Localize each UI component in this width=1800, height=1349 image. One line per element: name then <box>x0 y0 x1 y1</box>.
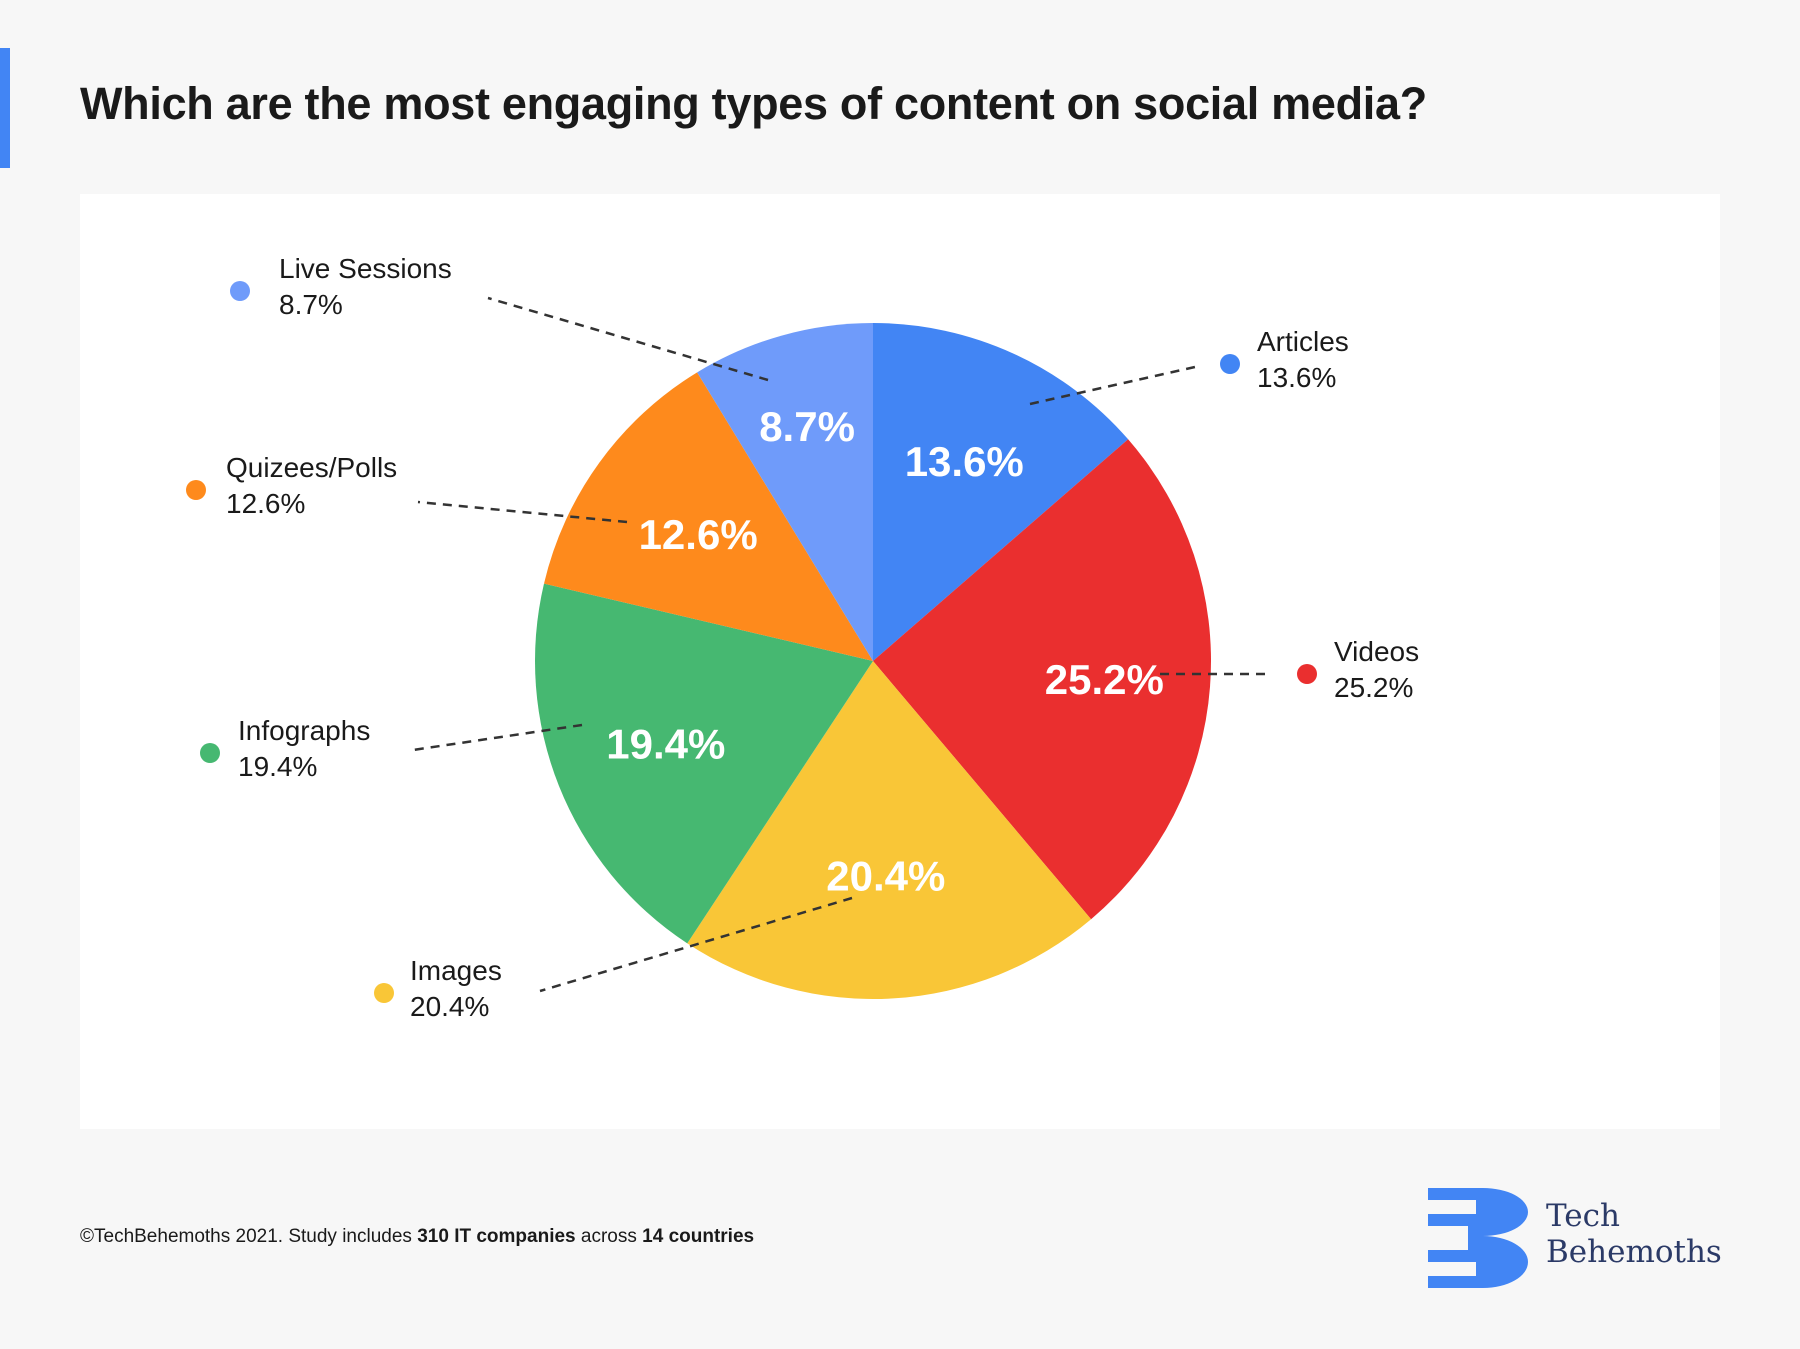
footer-countries: 14 countries <box>642 1226 755 1247</box>
slice-value-label-live-sessions: 8.7% <box>759 403 855 450</box>
page-title: Which are the most engaging types of con… <box>80 78 1427 129</box>
chart-card: 13.6% 25.2% 20.4% 19.4% 12.6% 8.7% Articles 13.… <box>80 194 1720 1129</box>
logo-line-1: Tech <box>1546 1198 1620 1234</box>
legend-label-quizees-polls: Quizees/Polls <box>226 452 397 483</box>
legend-value-quizees-polls: 12.6% <box>226 488 305 519</box>
legend-value-images: 20.4% <box>410 991 489 1022</box>
slice-value-label-infographs: 19.4% <box>606 720 725 767</box>
footer-prefix: ©TechBehemoths 2021. Study includes <box>80 1226 418 1247</box>
leader-line-infographs <box>412 723 583 752</box>
footer-middle: across <box>575 1226 643 1247</box>
pie-slice-live-sessions <box>697 323 873 661</box>
legend-label-videos: Videos <box>1334 636 1419 667</box>
pie-chart: 13.6% 25.2% 20.4% 19.4% 12.6% 8.7% Articles 13.… <box>186 253 1419 1022</box>
legend-label-images: Images <box>410 955 502 986</box>
logo: Tech Behemoths <box>1428 1188 1728 1288</box>
leader-line-quizees-polls <box>417 500 628 524</box>
leader-line-live-sessions <box>487 296 769 382</box>
footer-companies: 310 IT companies <box>417 1226 576 1247</box>
legend-value-videos: 25.2% <box>1334 672 1413 703</box>
logo-icon <box>1428 1188 1528 1288</box>
legend-label-live-sessions: Live Sessions <box>279 253 452 284</box>
slice-value-label-quizees-polls: 12.6% <box>639 511 758 558</box>
legend-value-infographs: 19.4% <box>238 751 317 782</box>
pie-slice-videos <box>873 439 1211 920</box>
legend-dot-infographs <box>200 743 220 763</box>
legend-dot-videos <box>1297 664 1317 684</box>
slice-value-label-images: 20.4% <box>826 853 945 900</box>
leader-line-articles <box>1029 365 1196 406</box>
legend-dot-images <box>374 983 394 1003</box>
pie-slice-infographs <box>535 583 873 944</box>
logo-line-2: Behemoths <box>1546 1234 1722 1270</box>
slice-value-label-videos: 25.2% <box>1045 656 1164 703</box>
pie-slice-images <box>687 661 1092 999</box>
legend-value-live-sessions: 8.7% <box>279 289 343 320</box>
pie-slice-articles <box>873 323 1129 661</box>
footer-note: ©TechBehemoths 2021. Study includes 310 … <box>80 1226 754 1248</box>
leader-line-images <box>539 896 853 993</box>
legend-label-infographs: Infographs <box>238 715 370 746</box>
legend-dot-articles <box>1220 354 1240 374</box>
pie-slice-quizees-polls <box>543 372 873 661</box>
slice-value-label-articles: 13.6% <box>905 438 1024 485</box>
legend-value-articles: 13.6% <box>1257 362 1336 393</box>
legend-dot-quizees-polls <box>186 480 206 500</box>
legend-dot-live-sessions <box>230 281 250 301</box>
logo-wordmark: Tech Behemoths <box>1546 1198 1722 1270</box>
legend-label-articles: Articles <box>1257 326 1349 357</box>
accent-bar <box>0 48 10 168</box>
